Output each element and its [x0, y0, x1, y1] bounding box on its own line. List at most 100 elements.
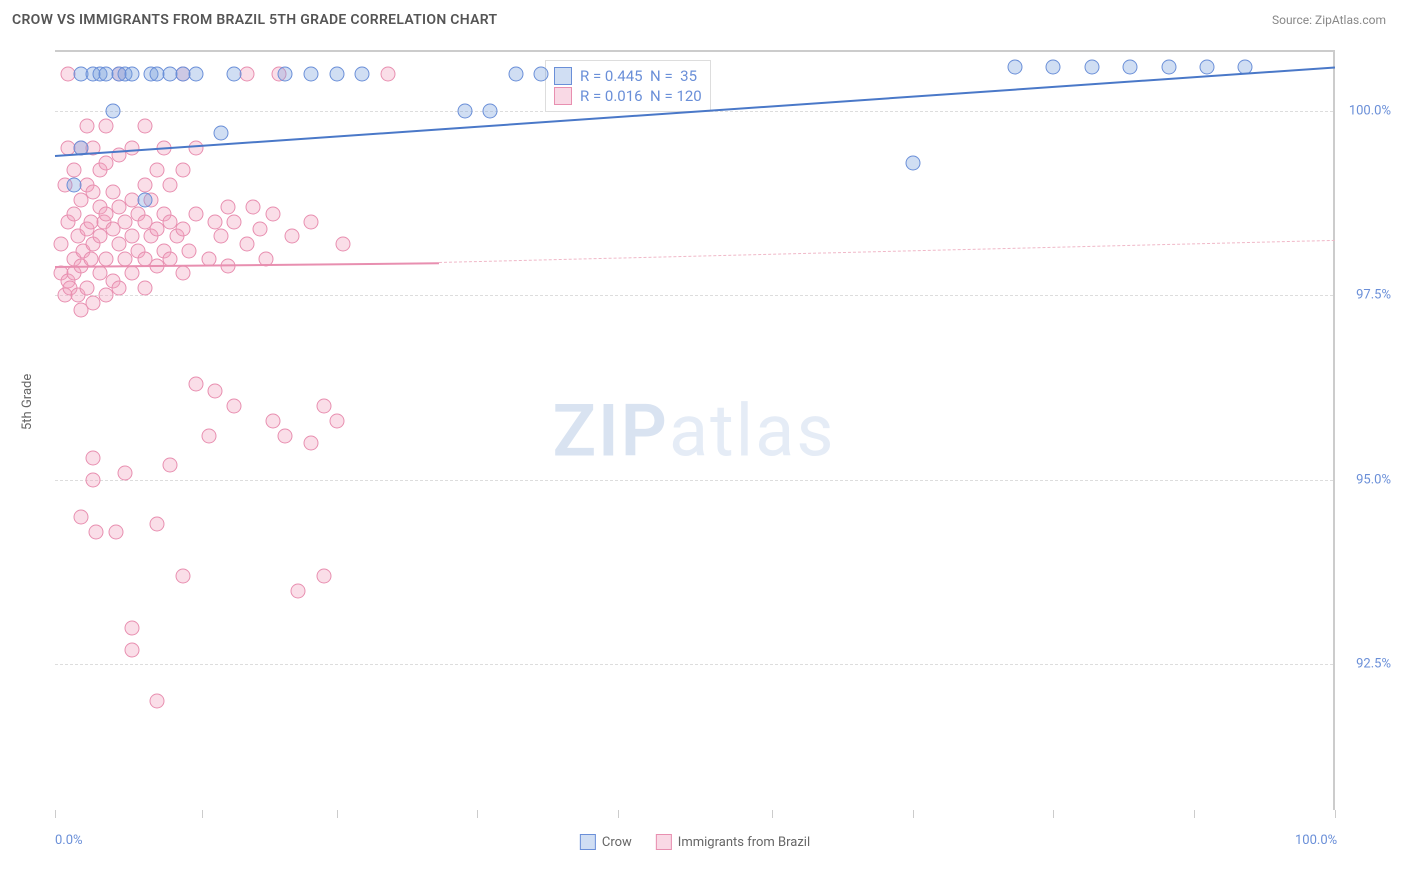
scatter-point	[188, 67, 203, 82]
scatter-point	[137, 192, 152, 207]
watermark: ZIPatlas	[552, 389, 835, 474]
scatter-point	[118, 465, 133, 480]
brazil-stats-text: R = 0.016 N = 120	[580, 87, 702, 105]
x-tick	[1053, 810, 1054, 818]
scatter-point	[304, 436, 319, 451]
y-tick-label: 100.0%	[1349, 104, 1391, 119]
scatter-point	[265, 207, 280, 222]
scatter-point	[240, 236, 255, 251]
scatter-point	[80, 281, 95, 296]
scatter-point	[316, 399, 331, 414]
crow-stats-text: R = 0.445 N = 35	[580, 67, 697, 85]
trend-line	[439, 240, 1335, 263]
watermark-prefix: ZIP	[552, 389, 668, 474]
brazil-legend-icon	[656, 834, 672, 850]
scatter-point	[124, 642, 139, 657]
scatter-point	[150, 694, 165, 709]
x-tick	[772, 810, 773, 818]
scatter-point	[227, 214, 242, 229]
scatter-point	[214, 126, 229, 141]
scatter-point	[86, 472, 101, 487]
y-tick-label: 97.5%	[1356, 288, 1391, 303]
series-legend: Crow Immigrants from Brazil	[580, 834, 810, 850]
scatter-point	[284, 229, 299, 244]
scatter-point	[188, 140, 203, 155]
scatter-point	[124, 229, 139, 244]
crow-marker-icon	[554, 67, 572, 85]
scatter-point	[163, 458, 178, 473]
scatter-point	[124, 266, 139, 281]
scatter-point	[176, 266, 191, 281]
scatter-point	[534, 67, 549, 82]
x-tick	[913, 810, 914, 818]
scatter-point	[88, 524, 103, 539]
scatter-point	[67, 207, 82, 222]
scatter-point	[457, 104, 472, 119]
scatter-point	[150, 163, 165, 178]
scatter-point	[1008, 59, 1023, 74]
grid-line-h	[55, 480, 1333, 481]
scatter-point	[227, 67, 242, 82]
grid-line-h	[55, 664, 1333, 665]
scatter-point	[355, 67, 370, 82]
chart-title: CROW VS IMMIGRANTS FROM BRAZIL 5TH GRADE…	[12, 12, 497, 28]
scatter-point	[1084, 59, 1099, 74]
x-tick	[202, 810, 203, 818]
chart-source: Source: ZipAtlas.com	[1272, 13, 1386, 27]
scatter-point	[105, 185, 120, 200]
scatter-point	[80, 118, 95, 133]
plot-area: ZIPatlas R = 0.445 N = 35 R = 0.016 N = …	[55, 50, 1335, 810]
scatter-point	[124, 67, 139, 82]
x-tick	[1194, 810, 1195, 818]
scatter-point	[54, 236, 69, 251]
x-tick-label: 100.0%	[1295, 833, 1337, 848]
scatter-point	[483, 104, 498, 119]
x-tick	[618, 810, 619, 818]
scatter-point	[336, 236, 351, 251]
scatter-point	[227, 399, 242, 414]
scatter-point	[99, 251, 114, 266]
scatter-point	[124, 140, 139, 155]
scatter-point	[278, 428, 293, 443]
scatter-point	[182, 244, 197, 259]
scatter-point	[214, 229, 229, 244]
scatter-point	[905, 155, 920, 170]
brazil-marker-icon	[554, 87, 572, 105]
scatter-point	[208, 214, 223, 229]
scatter-point	[278, 67, 293, 82]
trend-line	[55, 262, 439, 268]
y-tick-label: 92.5%	[1356, 657, 1391, 672]
scatter-point	[163, 177, 178, 192]
scatter-point	[1200, 59, 1215, 74]
watermark-suffix: atlas	[669, 389, 836, 474]
scatter-point	[380, 67, 395, 82]
correlation-row-brazil: R = 0.016 N = 120	[554, 87, 702, 105]
scatter-point	[124, 620, 139, 635]
scatter-point	[304, 214, 319, 229]
scatter-point	[83, 251, 98, 266]
correlation-row-crow: R = 0.445 N = 35	[554, 67, 702, 85]
legend-item-crow: Crow	[580, 834, 632, 850]
y-tick-label: 95.0%	[1356, 472, 1391, 487]
scatter-point	[1123, 59, 1138, 74]
x-tick-label: 0.0%	[55, 833, 83, 848]
x-tick	[1335, 810, 1336, 818]
scatter-point	[137, 281, 152, 296]
scatter-point	[508, 67, 523, 82]
scatter-point	[112, 281, 127, 296]
scatter-point	[1046, 59, 1061, 74]
scatter-point	[329, 413, 344, 428]
y-axis-label: 5th Grade	[20, 374, 35, 430]
x-tick	[477, 810, 478, 818]
scatter-point	[137, 118, 152, 133]
scatter-point	[67, 163, 82, 178]
scatter-point	[99, 118, 114, 133]
chart-plot: ZIPatlas R = 0.445 N = 35 R = 0.016 N = …	[55, 50, 1335, 810]
grid-line-h	[55, 295, 1333, 296]
scatter-point	[86, 185, 101, 200]
scatter-point	[105, 104, 120, 119]
scatter-point	[252, 222, 267, 237]
crow-legend-icon	[580, 834, 596, 850]
scatter-point	[1161, 59, 1176, 74]
scatter-point	[150, 517, 165, 532]
